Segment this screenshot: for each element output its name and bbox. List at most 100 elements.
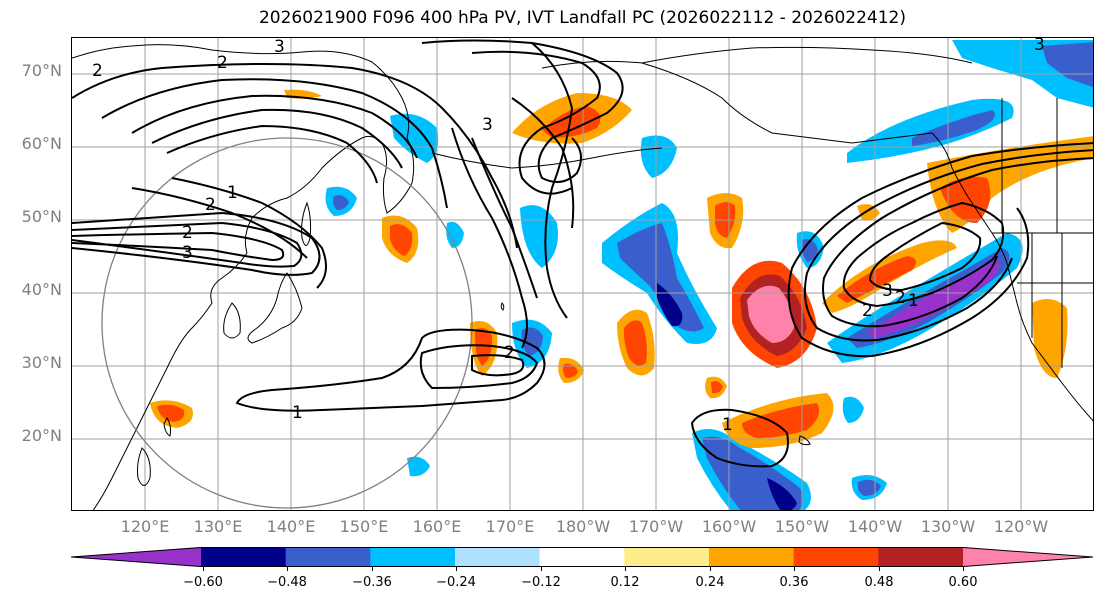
contour-label-8: 3 <box>482 115 493 135</box>
colorbar-segment-6 <box>539 547 625 567</box>
neg-blob-alaska-core <box>1042 42 1093 88</box>
colorbar-tick-3: −0.36 <box>352 575 392 590</box>
coast-alaska-north <box>641 46 973 64</box>
ivt-contours <box>72 39 1093 468</box>
coast-hawaii <box>798 435 811 446</box>
contour-label-2: 3 <box>274 38 285 57</box>
neg-blob-small-1-core <box>333 195 349 210</box>
contour-mid-trough-2 <box>471 137 538 299</box>
neg-band-nepac-core <box>867 260 1000 338</box>
colorbar-tick-4: −0.24 <box>436 575 476 590</box>
colorbar-tickmark-3 <box>372 567 373 571</box>
neg-blob-small-4 <box>842 396 864 423</box>
contour-west-tongue-1 <box>72 211 321 276</box>
colorbar-tickmark-6 <box>625 567 626 571</box>
neg-blob-dateline <box>520 205 558 268</box>
colorbar-tickmark-10 <box>963 567 964 571</box>
colorbar-segment-3 <box>285 547 371 567</box>
coast-philippines <box>137 447 151 486</box>
coast-asia-north <box>72 44 410 139</box>
lon-label-140w: 140°W <box>847 517 903 536</box>
radius-circle <box>101 137 473 509</box>
colorbar-tickmark-1 <box>203 567 204 571</box>
colorbar-segment-5 <box>455 547 541 567</box>
colorbar-tick-1: −0.60 <box>183 575 223 590</box>
neg-blob-small-2 <box>407 456 430 477</box>
map-svg: 2 3 2 2 1 2 3 3 2 1 2 3 2 3 1 1 <box>72 38 1093 510</box>
coast-aleutians <box>431 147 663 169</box>
lon-label-150w: 150°W <box>774 517 830 536</box>
neg-blob-aleutian <box>640 135 677 178</box>
neg-blob-w-aleutian <box>446 221 464 248</box>
neg-band-south-core <box>767 478 797 510</box>
pos-blob-small-5-core <box>711 381 723 394</box>
pos-band-nepac-core <box>837 256 916 303</box>
contour-west-4 <box>151 108 403 169</box>
lat-label-60n: 60°N <box>21 134 62 153</box>
lon-label-150e: 150°E <box>339 517 389 536</box>
contour-label-16: 1 <box>722 415 733 435</box>
coast-sakhalin <box>301 201 312 246</box>
figure-title: 2026021900 F096 400 hPa PV, IVT Landfall… <box>258 8 906 28</box>
contour-subtropical-3 <box>471 354 525 377</box>
pos-blob-180-core <box>562 363 578 378</box>
contour-west-tongue-2 <box>72 221 303 268</box>
contour-nepac-3 <box>822 157 1093 328</box>
contour-label-9: 2 <box>504 343 515 363</box>
colorbar-tickmark-4 <box>456 567 457 571</box>
coast-okhotsk <box>244 137 363 254</box>
pos-blob-california <box>1032 299 1068 378</box>
coast-bc <box>931 132 1008 264</box>
contour-west-tongue-4 <box>171 177 327 289</box>
contour-label-4: 2 <box>205 195 216 215</box>
contour-nepac-5 <box>868 221 982 292</box>
lon-label-130e: 130°E <box>193 517 243 536</box>
colorbar-segment-11 <box>963 547 1093 567</box>
colorbar-tick-6: 0.12 <box>610 575 640 590</box>
lat-label-40n: 40°N <box>21 280 62 299</box>
coastlines <box>72 44 1093 510</box>
contour-nepac-4 <box>842 201 1005 308</box>
pos-blob-150e-core <box>390 224 413 256</box>
lat-label-70n: 70°N <box>21 61 62 80</box>
contour-nepac-1 <box>787 142 1093 358</box>
contour-west-tongue-5 <box>131 187 308 259</box>
colorbar-tickmark-5 <box>541 567 542 571</box>
colorbar-tick-7: 0.24 <box>695 575 725 590</box>
colorbar-segment-7 <box>624 547 710 567</box>
map-panel: 2 3 2 2 1 2 3 3 2 1 2 3 2 3 1 1 <box>71 37 1094 511</box>
colorbar-segment-4 <box>370 547 456 567</box>
contour-west-5 <box>166 124 378 184</box>
colorbar <box>71 547 1094 567</box>
contour-labels: 2 3 2 2 1 2 3 3 2 1 2 3 2 3 1 1 <box>92 38 1045 435</box>
coast-alaska <box>541 60 933 144</box>
contour-label-11: 2 <box>862 301 873 321</box>
colorbar-segments <box>71 547 1093 567</box>
coast-korea <box>223 302 241 339</box>
lon-label-120w: 120°W <box>993 517 1049 536</box>
colorbar-tick-5: −0.12 <box>521 575 561 590</box>
lon-label-140e: 140°E <box>266 517 316 536</box>
colorbar-segment-1 <box>71 547 201 567</box>
contour-mid-loop-2 <box>471 50 601 195</box>
colorbar-segment-8 <box>709 547 795 567</box>
lon-label-180w: 180°W <box>555 517 611 536</box>
contour-label-5: 1 <box>227 183 238 203</box>
contour-central-2 <box>511 97 575 229</box>
pos-max-nepac-core <box>747 285 794 343</box>
contour-label-3: 2 <box>217 53 228 73</box>
contour-label-15: 1 <box>908 291 919 311</box>
lat-label-30n: 30°N <box>21 353 62 372</box>
contour-label-13: 2 <box>895 288 906 308</box>
colorbar-tickmark-2 <box>287 567 288 571</box>
contour-subtropical-1 <box>235 328 546 412</box>
contour-west-tongue-3 <box>72 231 285 262</box>
colorbar-tick-9: 0.48 <box>864 575 894 590</box>
contour-label-12: 3 <box>882 281 893 301</box>
contour-label-7: 3 <box>182 243 193 263</box>
neg-blob-bering <box>390 113 439 163</box>
colorbar-tick-10: 0.60 <box>948 575 978 590</box>
coast-taiwan <box>163 416 172 437</box>
colorbar-tickmark-9 <box>879 567 880 571</box>
coast-island-1 <box>500 302 505 311</box>
